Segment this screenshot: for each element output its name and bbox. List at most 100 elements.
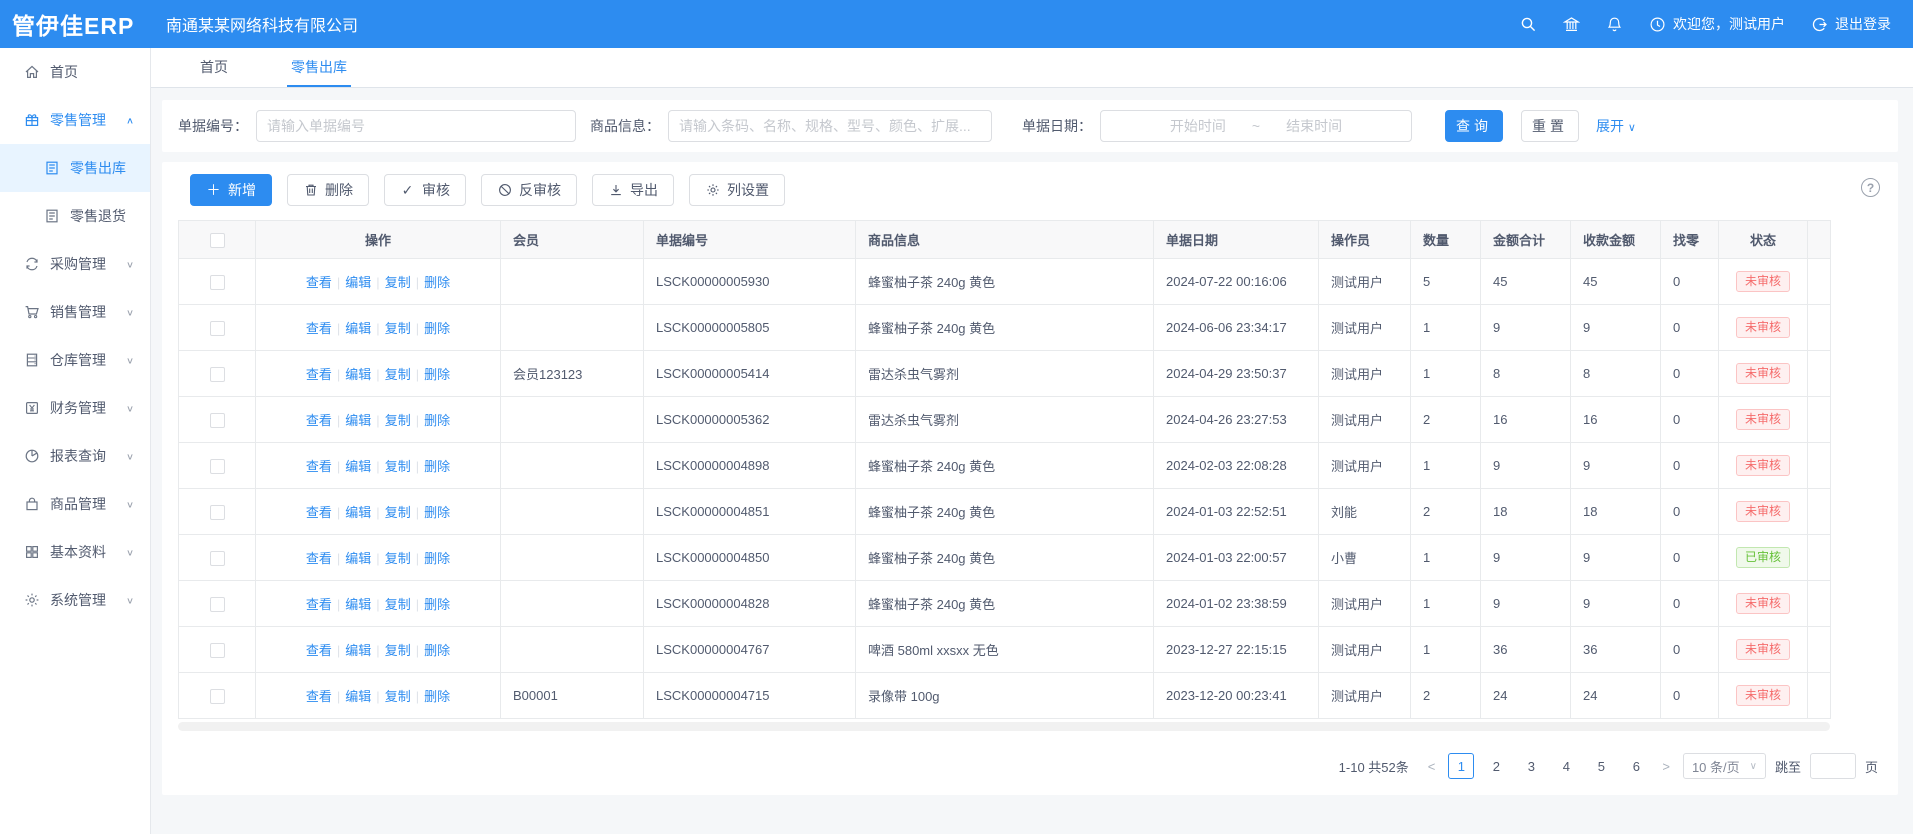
- sidebar-item-7[interactable]: 财务管理 ∨: [0, 384, 150, 432]
- row-checkbox[interactable]: [209, 458, 225, 474]
- prev-page-icon[interactable]: <: [1427, 758, 1436, 774]
- edit-link[interactable]: 编辑: [345, 321, 372, 336]
- help-icon[interactable]: ?: [1861, 178, 1880, 197]
- delete-link[interactable]: 删除: [424, 413, 451, 428]
- row-checkbox[interactable]: [209, 642, 225, 658]
- expand-link[interactable]: 展开 ∨: [1596, 118, 1636, 134]
- product-input[interactable]: [668, 110, 992, 142]
- edit-link[interactable]: 编辑: [345, 413, 372, 428]
- sidebar-item-label: 商品管理: [50, 496, 106, 512]
- edit-link[interactable]: 编辑: [345, 505, 372, 520]
- sidebar-item-4[interactable]: 采购管理 ∨: [0, 240, 150, 288]
- sidebar-item-6[interactable]: 仓库管理 ∨: [0, 336, 150, 384]
- view-link[interactable]: 查看: [305, 505, 332, 520]
- page-number-6[interactable]: 6: [1632, 758, 1640, 774]
- sidebar-item-3[interactable]: 零售退货: [0, 192, 150, 240]
- row-checkbox[interactable]: [209, 274, 225, 290]
- view-link[interactable]: 查看: [305, 597, 332, 612]
- bell-icon[interactable]: [1606, 16, 1623, 33]
- delete-button[interactable]: 删除: [287, 174, 369, 206]
- edit-link[interactable]: 编辑: [345, 643, 372, 658]
- unaudit-button[interactable]: 反审核: [481, 174, 577, 206]
- copy-link[interactable]: 复制: [384, 321, 411, 336]
- delete-link[interactable]: 删除: [424, 275, 451, 290]
- sidebar-item-5[interactable]: 销售管理 ∨: [0, 288, 150, 336]
- sidebar-item-8[interactable]: 报表查询 ∨: [0, 432, 150, 480]
- delete-link[interactable]: 删除: [424, 689, 451, 704]
- sidebar-item-1[interactable]: 零售管理 ∧: [0, 96, 150, 144]
- operator-cell: 测试用户: [1318, 304, 1411, 351]
- copy-link[interactable]: 复制: [384, 275, 411, 290]
- view-link[interactable]: 查看: [305, 643, 332, 658]
- row-checkbox[interactable]: [209, 412, 225, 428]
- delete-link[interactable]: 删除: [424, 597, 451, 612]
- smile-icon: [1649, 16, 1666, 33]
- next-page-icon[interactable]: >: [1662, 758, 1670, 774]
- sidebar-item-0[interactable]: 首页: [0, 48, 150, 96]
- sidebar-item-10[interactable]: 基本资料 ∨: [0, 528, 150, 576]
- sidebar-item-11[interactable]: 系统管理 ∨: [0, 576, 150, 624]
- page-size-select[interactable]: 10 条/页 ∨: [1682, 753, 1766, 779]
- copy-link[interactable]: 复制: [384, 459, 411, 474]
- search-icon[interactable]: [1520, 16, 1537, 33]
- tab-1[interactable]: 零售出库: [287, 48, 351, 87]
- view-link[interactable]: 查看: [305, 459, 332, 474]
- view-link[interactable]: 查看: [305, 413, 332, 428]
- copy-link[interactable]: 复制: [384, 413, 411, 428]
- edit-link[interactable]: 编辑: [345, 367, 372, 382]
- delete-link[interactable]: 删除: [424, 321, 451, 336]
- column-header-2: 单据编号: [643, 220, 856, 259]
- view-link[interactable]: 查看: [305, 367, 332, 382]
- select-all-checkbox[interactable]: [209, 232, 225, 248]
- sidebar-item-2[interactable]: 零售出库: [0, 144, 150, 192]
- row-checkbox[interactable]: [209, 504, 225, 520]
- copy-link[interactable]: 复制: [384, 597, 411, 612]
- action-separator: |: [336, 459, 341, 474]
- export-button[interactable]: 导出: [592, 174, 674, 206]
- row-checkbox[interactable]: [209, 688, 225, 704]
- delete-link[interactable]: 删除: [424, 643, 451, 658]
- order-no-input[interactable]: [256, 110, 576, 142]
- logout-button[interactable]: 退出登录: [1811, 14, 1891, 34]
- reset-button[interactable]: 重置: [1521, 110, 1579, 142]
- copy-link[interactable]: 复制: [384, 367, 411, 382]
- sidebar-item-9[interactable]: 商品管理 ∨: [0, 480, 150, 528]
- row-checkbox[interactable]: [209, 550, 225, 566]
- date-range-input[interactable]: 开始时间 ~ 结束时间: [1100, 110, 1412, 142]
- edit-link[interactable]: 编辑: [345, 689, 372, 704]
- row-checkbox[interactable]: [209, 366, 225, 382]
- bank-icon[interactable]: [1563, 16, 1580, 33]
- page-number-3[interactable]: 3: [1527, 758, 1535, 774]
- horizontal-scrollbar[interactable]: [178, 722, 1830, 731]
- tab-0[interactable]: 首页: [200, 58, 228, 75]
- page-number-1[interactable]: 1: [1448, 753, 1475, 779]
- delete-link[interactable]: 删除: [424, 505, 451, 520]
- view-link[interactable]: 查看: [305, 321, 332, 336]
- row-checkbox[interactable]: [209, 320, 225, 336]
- user-welcome[interactable]: 欢迎您，测试用户: [1649, 14, 1785, 34]
- audit-button[interactable]: ✓ 审核: [384, 174, 466, 206]
- page-number-4[interactable]: 4: [1562, 758, 1570, 774]
- page-number-5[interactable]: 5: [1597, 758, 1605, 774]
- change-cell: 0: [1660, 672, 1719, 719]
- copy-link[interactable]: 复制: [384, 643, 411, 658]
- copy-link[interactable]: 复制: [384, 551, 411, 566]
- column-settings-button[interactable]: 列设置: [689, 174, 785, 206]
- edit-link[interactable]: 编辑: [345, 275, 372, 290]
- search-button[interactable]: 查询: [1445, 110, 1503, 142]
- delete-link[interactable]: 删除: [424, 367, 451, 382]
- add-button[interactable]: ＋ 新增: [190, 174, 272, 206]
- view-link[interactable]: 查看: [305, 275, 332, 290]
- edit-link[interactable]: 编辑: [345, 597, 372, 612]
- delete-link[interactable]: 删除: [424, 459, 451, 474]
- jump-page-input[interactable]: [1809, 753, 1856, 779]
- edit-link[interactable]: 编辑: [345, 459, 372, 474]
- row-checkbox[interactable]: [209, 596, 225, 612]
- view-link[interactable]: 查看: [305, 551, 332, 566]
- delete-link[interactable]: 删除: [424, 551, 451, 566]
- view-link[interactable]: 查看: [305, 689, 332, 704]
- edit-link[interactable]: 编辑: [345, 551, 372, 566]
- copy-link[interactable]: 复制: [384, 505, 411, 520]
- page-number-2[interactable]: 2: [1492, 758, 1500, 774]
- copy-link[interactable]: 复制: [384, 689, 411, 704]
